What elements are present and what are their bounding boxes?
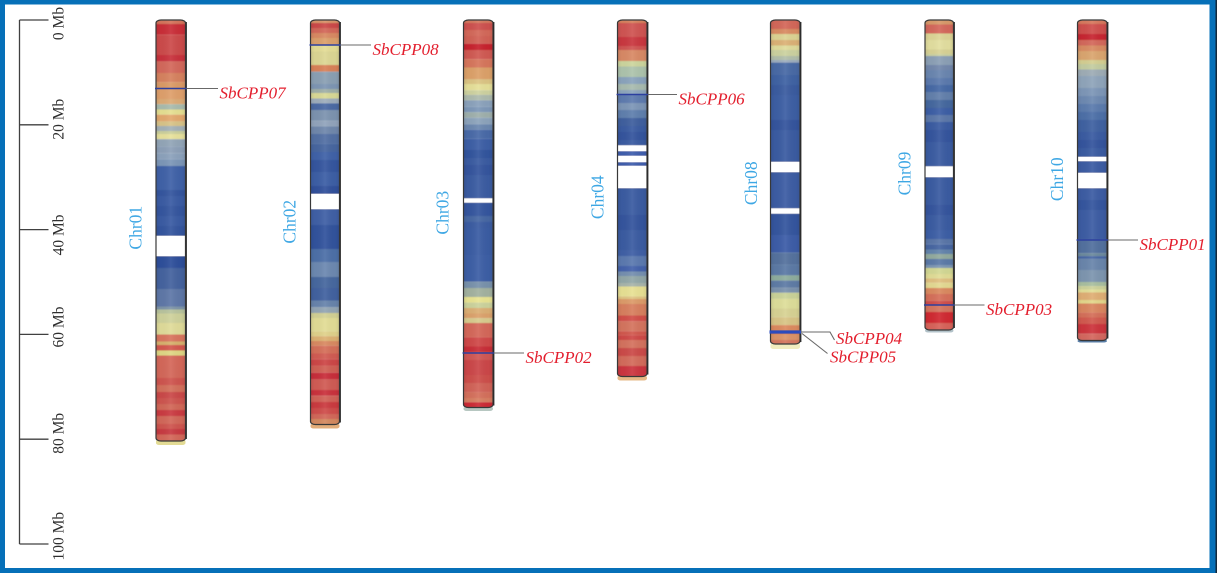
svg-text:Chr10: Chr10 (1047, 157, 1067, 201)
svg-text:Chr01: Chr01 (126, 206, 146, 250)
svg-text:SbCPP06: SbCPP06 (679, 90, 746, 109)
svg-text:SbCPP02: SbCPP02 (526, 348, 593, 367)
svg-text:Chr09: Chr09 (895, 151, 915, 195)
svg-text:20 Mb: 20 Mb (51, 99, 68, 140)
svg-text:SbCPP05: SbCPP05 (830, 348, 896, 367)
svg-text:Chr04: Chr04 (588, 175, 608, 219)
svg-text:40 Mb: 40 Mb (51, 214, 68, 255)
svg-text:80 Mb: 80 Mb (51, 413, 68, 454)
svg-text:Chr03: Chr03 (433, 191, 453, 235)
svg-text:SbCPP08: SbCPP08 (373, 40, 440, 59)
svg-text:SbCPP03: SbCPP03 (986, 300, 1052, 319)
svg-text:Chr02: Chr02 (280, 200, 300, 244)
svg-text:SbCPP07: SbCPP07 (220, 84, 288, 103)
svg-text:Chr08: Chr08 (741, 161, 761, 205)
svg-text:100 Mb: 100 Mb (51, 512, 68, 561)
svg-text:SbCPP04: SbCPP04 (836, 329, 903, 348)
svg-text:60 Mb: 60 Mb (51, 306, 68, 347)
svg-text:SbCPP01: SbCPP01 (1140, 235, 1206, 254)
svg-text:0 Mb: 0 Mb (51, 7, 68, 40)
